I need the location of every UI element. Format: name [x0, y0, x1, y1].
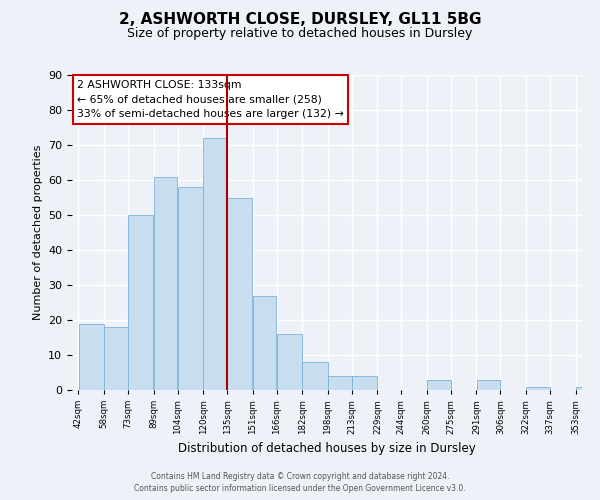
Bar [427, 380, 451, 390]
Bar [576, 386, 600, 390]
Bar [302, 362, 328, 390]
Bar [253, 296, 277, 390]
Bar [104, 327, 128, 390]
Text: Contains HM Land Registry data © Crown copyright and database right 2024.: Contains HM Land Registry data © Crown c… [151, 472, 449, 481]
Bar [352, 376, 377, 390]
Bar [79, 324, 104, 390]
Bar [203, 138, 227, 390]
Text: 2, ASHWORTH CLOSE, DURSLEY, GL11 5BG: 2, ASHWORTH CLOSE, DURSLEY, GL11 5BG [119, 12, 481, 28]
Text: Size of property relative to detached houses in Dursley: Size of property relative to detached ho… [127, 28, 473, 40]
Bar [178, 187, 203, 390]
Bar [328, 376, 352, 390]
Bar [128, 215, 153, 390]
Bar [277, 334, 302, 390]
Text: 2 ASHWORTH CLOSE: 133sqm
← 65% of detached houses are smaller (258)
33% of semi-: 2 ASHWORTH CLOSE: 133sqm ← 65% of detach… [77, 80, 344, 120]
Bar [227, 198, 253, 390]
Text: Contains public sector information licensed under the Open Government Licence v3: Contains public sector information licen… [134, 484, 466, 493]
Bar [526, 386, 550, 390]
Bar [477, 380, 500, 390]
Y-axis label: Number of detached properties: Number of detached properties [32, 145, 43, 320]
X-axis label: Distribution of detached houses by size in Dursley: Distribution of detached houses by size … [178, 442, 476, 455]
Bar [154, 176, 177, 390]
